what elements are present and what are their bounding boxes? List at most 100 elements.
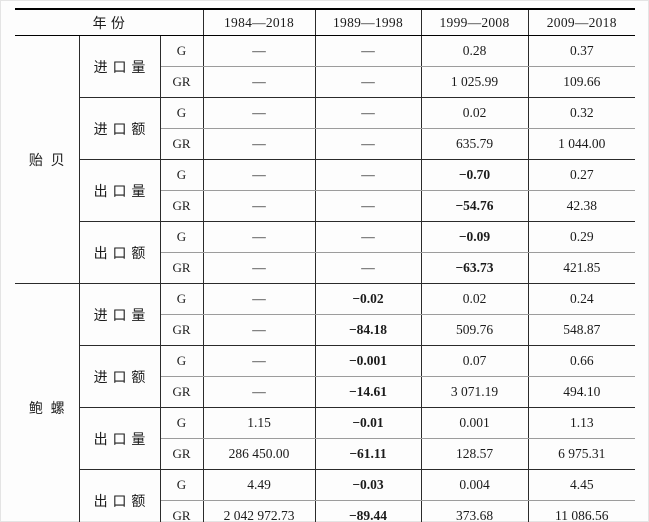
metric-cell: G (159, 35, 204, 67)
group-cell: 鲍螺 (15, 283, 80, 522)
value-cell: — (314, 97, 422, 129)
value-cell: 1 025.99 (420, 66, 529, 98)
table-row: GR — — −63.73 421.85 (15, 252, 635, 284)
value-cell: 0.37 (527, 35, 635, 67)
value-cell: 0.24 (527, 283, 635, 315)
value-cell: −14.61 (314, 376, 422, 408)
metric-cell: GR (159, 376, 204, 408)
metric-cell: GR (159, 128, 204, 160)
category-cell: 进口量 (78, 283, 161, 346)
value-cell: 635.79 (420, 128, 529, 160)
value-cell: 0.66 (527, 345, 635, 377)
metric-cell: GR (159, 252, 204, 284)
value-cell: — (202, 66, 316, 98)
value-cell: 6 975.31 (527, 438, 635, 470)
value-cell: — (202, 345, 316, 377)
table-row: 贻贝 进口量 G — — 0.28 0.37 (15, 35, 635, 284)
value-cell: 0.02 (420, 97, 529, 129)
value-cell: 494.10 (527, 376, 635, 408)
value-cell: — (202, 35, 316, 67)
value-cell: −0.02 (314, 283, 422, 315)
data-table: 年份 1984—2018 1989—1998 1999—2008 2009—20… (15, 8, 635, 522)
category-cell: 出口量 (78, 159, 161, 222)
metric-cell: G (159, 221, 204, 253)
value-cell: — (202, 283, 316, 315)
value-cell: 0.27 (527, 159, 635, 191)
table-row: 出口额 G — — −0.09 0.29 (15, 221, 635, 284)
value-cell: 0.001 (420, 407, 529, 439)
value-cell: — (314, 252, 422, 284)
period-header-cell: 1989—1998 (314, 8, 422, 36)
value-cell: — (202, 376, 316, 408)
value-cell: 4.49 (202, 469, 316, 501)
metric-cell: GR (159, 438, 204, 470)
value-cell: −0.70 (420, 159, 529, 191)
value-cell: — (314, 159, 422, 191)
value-cell: 548.87 (527, 314, 635, 346)
value-cell: 421.85 (527, 252, 635, 284)
value-cell: −89.44 (314, 500, 422, 522)
value-cell: 11 086.56 (527, 500, 635, 522)
value-cell: — (202, 190, 316, 222)
value-cell: — (314, 221, 422, 253)
value-cell: — (314, 190, 422, 222)
value-cell: 1 044.00 (527, 128, 635, 160)
table-row: 进口额 G — — 0.02 0.32 (15, 97, 635, 160)
period-header-cell: 2009—2018 (527, 8, 635, 36)
category-cell: 出口额 (78, 221, 161, 284)
period-header-cell: 1999—2008 (420, 8, 529, 36)
value-cell: 2 042 972.73 (202, 500, 316, 522)
value-cell: 109.66 (527, 66, 635, 98)
category-cell: 进口额 (78, 345, 161, 408)
value-cell: 373.68 (420, 500, 529, 522)
category-cell: 进口额 (78, 97, 161, 160)
category-cell: 出口额 (78, 469, 161, 522)
metric-cell: GR (159, 500, 204, 522)
value-cell: — (202, 221, 316, 253)
group-cell: 贻贝 (15, 35, 80, 284)
category-cell: 出口量 (78, 407, 161, 470)
value-cell: −84.18 (314, 314, 422, 346)
value-cell: 0.07 (420, 345, 529, 377)
table-row: 进口额 G — −0.001 0.07 0.66 (15, 345, 635, 408)
value-cell: — (202, 159, 316, 191)
value-cell: — (202, 314, 316, 346)
value-cell: 509.76 (420, 314, 529, 346)
value-cell: 0.004 (420, 469, 529, 501)
table-row: 出口量 G 1.15 −0.01 0.001 1.13 (15, 407, 635, 470)
value-cell: — (314, 35, 422, 67)
value-cell: 4.45 (527, 469, 635, 501)
value-cell: — (314, 66, 422, 98)
table-row: GR — −14.61 3 071.19 494.10 (15, 376, 635, 408)
value-cell: 0.28 (420, 35, 529, 67)
year-header-cell: 年份 (15, 8, 204, 36)
value-cell: −0.09 (420, 221, 529, 253)
value-cell: 42.38 (527, 190, 635, 222)
value-cell: −0.001 (314, 345, 422, 377)
table-row: GR 2 042 972.73 −89.44 373.68 11 086.56 (15, 500, 635, 522)
metric-cell: G (159, 345, 204, 377)
table-header-row: 年份 1984—2018 1989—1998 1999—2008 2009—20… (15, 8, 635, 36)
value-cell: — (314, 128, 422, 160)
table-row: 出口额 G 4.49 −0.03 0.004 4.45 (15, 469, 635, 522)
metric-cell: G (159, 469, 204, 501)
metric-cell: GR (159, 66, 204, 98)
table-row: GR — — 635.79 1 044.00 (15, 128, 635, 160)
table-row: 出口量 G — — −0.70 0.27 (15, 159, 635, 222)
value-cell: −0.01 (314, 407, 422, 439)
category-cell: 进口量 (78, 35, 161, 98)
value-cell: 128.57 (420, 438, 529, 470)
value-cell: −63.73 (420, 252, 529, 284)
value-cell: 1.15 (202, 407, 316, 439)
value-cell: — (202, 252, 316, 284)
value-cell: 3 071.19 (420, 376, 529, 408)
metric-cell: G (159, 159, 204, 191)
value-cell: 0.29 (527, 221, 635, 253)
value-cell: 0.02 (420, 283, 529, 315)
table-row: GR 286 450.00 −61.11 128.57 6 975.31 (15, 438, 635, 470)
value-cell: 0.32 (527, 97, 635, 129)
period-header-cell: 1984—2018 (202, 8, 316, 36)
metric-cell: G (159, 407, 204, 439)
table-row: 鲍螺 进口量 G — −0.02 0.02 0.24 (15, 283, 635, 522)
